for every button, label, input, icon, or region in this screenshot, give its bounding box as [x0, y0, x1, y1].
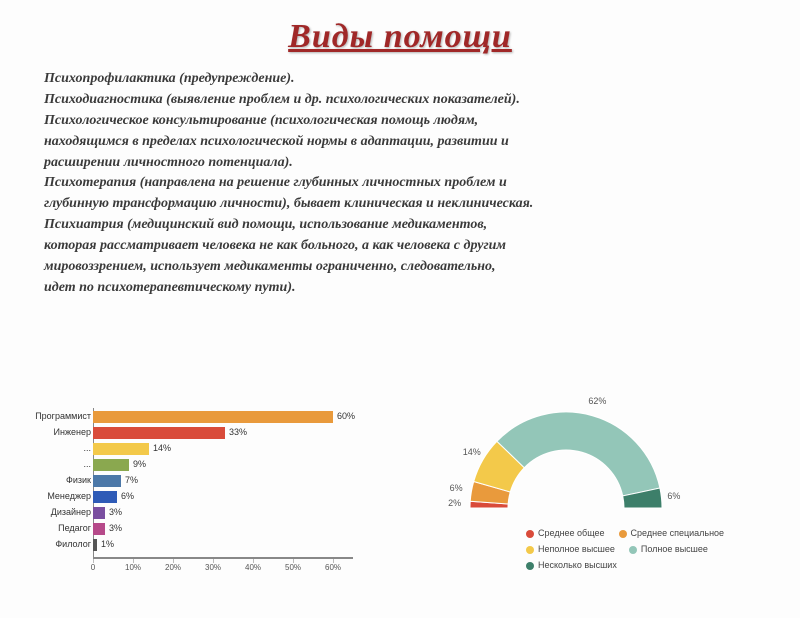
legend-dot — [629, 546, 637, 554]
legend-dot — [526, 546, 534, 554]
bar — [93, 411, 333, 423]
legend-item: Полное высшее — [629, 544, 708, 554]
ring-pct-label: 62% — [588, 396, 606, 406]
bar-value-label: 7% — [125, 475, 138, 485]
bar-value-label: 9% — [133, 459, 146, 469]
bar-category-label: Физик — [21, 475, 91, 485]
bar-category-label: ... — [21, 459, 91, 469]
legend-label: Полное высшее — [641, 544, 708, 554]
bar — [93, 475, 121, 487]
legend-item: Несколько высших — [526, 560, 617, 570]
para: мировоззрением, использует медикаменты о… — [44, 258, 756, 277]
para: Психодиагностика (выявление проблем и др… — [44, 91, 756, 110]
bar — [93, 491, 117, 503]
bar-category-label: Инженер — [21, 427, 91, 437]
ring-pct-label: 6% — [667, 491, 680, 501]
axis-tick-label: 10% — [125, 563, 141, 572]
axis-tick-label: 20% — [165, 563, 181, 572]
para: Психиатрия (медицинский вид помощи, испо… — [44, 216, 756, 235]
legend-item: Неполное высшее — [526, 544, 615, 554]
axis-tick-label: 60% — [325, 563, 341, 572]
bar — [93, 443, 149, 455]
bar-x-axis: 0 10% 20% 30% 40% 50% 60% — [93, 558, 353, 574]
bar-value-label: 3% — [109, 507, 122, 517]
bar-row: ...9% — [28, 458, 363, 474]
bar — [93, 523, 105, 535]
legend-item: Среднее общее — [526, 528, 605, 538]
para: Психотерапия (направлена на решение глуб… — [44, 174, 756, 193]
bar-category-label: Программист — [21, 411, 91, 421]
ring-pct-label: 2% — [448, 498, 461, 508]
page-title: Виды помощи — [0, 18, 800, 56]
legend-dot — [526, 530, 534, 538]
axis-tick-label: 50% — [285, 563, 301, 572]
bar-value-label: 60% — [337, 411, 355, 421]
ring-pct-label: 6% — [450, 483, 463, 493]
bar-value-label: 3% — [109, 523, 122, 533]
axis-tick-label: 0 — [91, 563, 95, 572]
legend-label: Неполное высшее — [538, 544, 615, 554]
axis-tick-label: 30% — [205, 563, 221, 572]
body-text: Психопрофилактика (предупреждение). Псих… — [44, 70, 756, 298]
charts-region: Программист60%Инженер33%...14%...9%Физик… — [28, 408, 772, 608]
bar-row: Программист60% — [28, 410, 363, 426]
bar-value-label: 14% — [153, 443, 171, 453]
legend-dot — [619, 530, 627, 538]
ring-segment — [497, 412, 660, 496]
ring-pct-label: 14% — [463, 447, 481, 457]
para: Психопрофилактика (предупреждение). — [44, 70, 756, 89]
legend-label: Несколько высших — [538, 560, 617, 570]
para: Психологическое консультирование (психол… — [44, 112, 756, 131]
legend-label: Среднее специальное — [631, 528, 725, 538]
bar-category-label: Менеджер — [21, 491, 91, 501]
bar-category-label: Филолог — [21, 539, 91, 549]
axis-tick-label: 40% — [245, 563, 261, 572]
bar-value-label: 33% — [229, 427, 247, 437]
bar-chart: Программист60%Инженер33%...14%...9%Физик… — [28, 408, 363, 588]
ring-chart: 2%6%14%62%6% Среднее общееСреднее специа… — [376, 408, 776, 598]
bar-row: Филолог1% — [28, 538, 363, 554]
para: расширении личностного потенциала). — [44, 154, 756, 173]
bar-row: Педагог3% — [28, 522, 363, 538]
bar-row: ...14% — [28, 442, 363, 458]
bar — [93, 507, 105, 519]
bar-category-label: Дизайнер — [21, 507, 91, 517]
bar — [93, 459, 129, 471]
bar-row: Инженер33% — [28, 426, 363, 442]
bar-value-label: 6% — [121, 491, 134, 501]
bar-category-label: Педагог — [21, 523, 91, 533]
legend-label: Среднее общее — [538, 528, 605, 538]
para: которая рассматривает человека не как бо… — [44, 237, 756, 256]
bar-row: Дизайнер3% — [28, 506, 363, 522]
bar-value-label: 1% — [101, 539, 114, 549]
legend-item: Среднее специальное — [619, 528, 725, 538]
bar — [93, 539, 97, 551]
para: идет по психотерапевтическому пути). — [44, 279, 756, 298]
bar — [93, 427, 225, 439]
legend-dot — [526, 562, 534, 570]
legend: Среднее общее Среднее специальное Неполное… — [526, 528, 738, 576]
bar-row: Менеджер6% — [28, 490, 363, 506]
bar-row: Физик7% — [28, 474, 363, 490]
bar-category-label: ... — [21, 443, 91, 453]
para: глубинную трансформацию личности), бывае… — [44, 195, 756, 214]
para: находящимся в пределах психологической н… — [44, 133, 756, 152]
